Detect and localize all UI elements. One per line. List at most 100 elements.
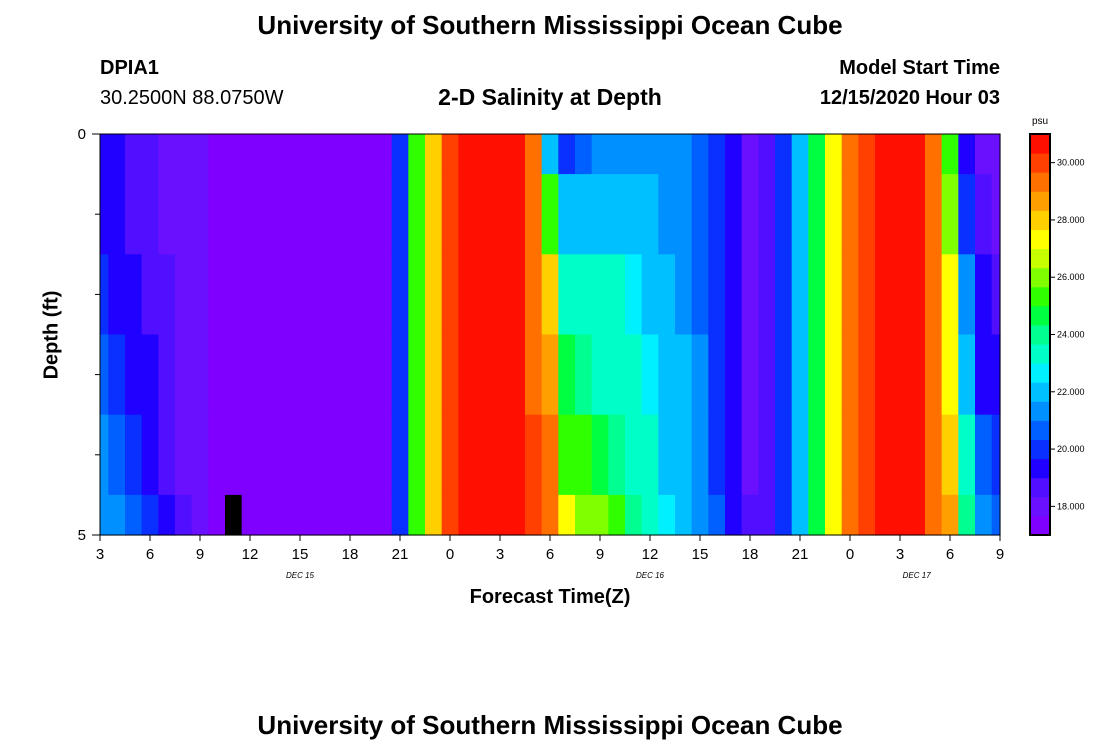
heatmap-cell (958, 414, 976, 496)
heatmap-cell (191, 414, 209, 496)
heatmap-cell (875, 254, 893, 336)
heatmap-cell (925, 494, 943, 536)
colorbar-swatch (1030, 324, 1050, 345)
heatmap-cell (391, 174, 409, 255)
colorbar-swatch (1030, 172, 1050, 192)
heatmap-cell (391, 334, 409, 416)
heatmap-cell (975, 254, 993, 336)
heatmap-cell (975, 174, 993, 255)
heatmap-cell (891, 134, 909, 175)
heatmap-cell (425, 134, 443, 175)
heatmap-cell (391, 494, 409, 536)
heatmap-cell (525, 414, 543, 496)
colorbar-swatch (1030, 363, 1050, 383)
heatmap-cell (608, 494, 626, 536)
heatmap-cell (125, 254, 143, 336)
heatmap-cell (575, 174, 593, 255)
heatmap-cell (100, 414, 109, 496)
heatmap-cell (741, 174, 759, 255)
heatmap-cell (291, 254, 309, 336)
heatmap-cell (658, 174, 676, 255)
heatmap-cell (825, 134, 843, 175)
heatmap-cell (191, 134, 209, 175)
colorbar-tick-label: 22.000 (1057, 387, 1085, 397)
colorbar-unit-label: psu (1032, 116, 1048, 127)
heatmap-cell (175, 414, 193, 496)
heatmap-cell (425, 414, 443, 496)
heatmap-cell (791, 494, 809, 536)
heatmap-cell (725, 334, 743, 416)
heatmap-cell (125, 174, 143, 255)
heatmap-cell (808, 174, 826, 255)
heatmap-cell (891, 494, 909, 536)
heatmap-cell (925, 254, 943, 336)
heatmap-cell (258, 414, 276, 496)
heatmap-cell (825, 254, 843, 336)
colorbar-tick-label: 30.000 (1057, 158, 1085, 168)
heatmap-cell (408, 494, 426, 536)
heatmap-cell (491, 414, 509, 496)
heatmap-cell (691, 414, 709, 496)
heatmap-cell (258, 174, 276, 255)
heatmap-cell (100, 134, 109, 175)
station-id: DPIA1 (100, 57, 159, 79)
heatmap-cell (491, 494, 509, 536)
heatmap-cell (425, 494, 443, 536)
heatmap-cell (675, 254, 693, 336)
heatmap-cell (875, 494, 893, 536)
heatmap-cell (608, 134, 626, 175)
heatmap-cell (641, 494, 659, 536)
heatmap-cell (791, 334, 809, 416)
x-tick-label: 3 (896, 546, 904, 563)
heatmap-cell (691, 174, 709, 255)
heatmap-cell (225, 254, 243, 336)
heatmap-cell (891, 334, 909, 416)
colorbar-swatch (1030, 344, 1050, 364)
colorbar-swatch (1030, 382, 1050, 402)
chart-title: 2-D Salinity at Depth (438, 84, 662, 110)
heatmap-cell (608, 414, 626, 496)
x-tick-label: 3 (96, 546, 104, 563)
heatmap-cell (725, 174, 743, 255)
heatmap-cell (625, 134, 643, 175)
heatmap-cell (741, 414, 759, 496)
heatmap-cell (100, 334, 109, 416)
colorbar-swatch (1030, 477, 1050, 498)
heatmap-cell (841, 494, 859, 536)
heatmap-cell (925, 174, 943, 255)
x-tick-label: 15 (692, 546, 709, 563)
heatmap-cell (525, 334, 543, 416)
heatmap-cell (575, 334, 593, 416)
heatmap-cell (575, 494, 593, 536)
colorbar-tick-label: 20.000 (1057, 444, 1085, 454)
x-tick-label: 12 (242, 546, 259, 563)
heatmap-cell (591, 414, 609, 496)
heatmap-cell (591, 134, 609, 175)
heatmap-cell (191, 174, 209, 255)
heatmap-cell (375, 414, 393, 496)
heatmap-cell (225, 494, 243, 536)
heatmap-cell (908, 494, 926, 536)
heatmap-cell (541, 494, 559, 536)
heatmap-cell (225, 174, 243, 255)
heatmap-cell (775, 134, 793, 175)
heatmap-cell (408, 134, 426, 175)
y-tick-label: 5 (78, 527, 86, 544)
heatmap-cell (475, 174, 493, 255)
heatmap-cell (658, 254, 676, 336)
heatmap-cell (508, 174, 526, 255)
heatmap-cell (141, 254, 159, 336)
heatmap-cell (675, 134, 693, 175)
heatmap-cell (341, 174, 359, 255)
footer-title: University of Southern Mississippi Ocean… (257, 710, 843, 740)
heatmap-cell (225, 414, 243, 496)
heatmap-cell (291, 174, 309, 255)
heatmap-cell (891, 254, 909, 336)
heatmap-cell (241, 134, 259, 175)
heatmap-cell (275, 494, 293, 536)
heatmap-cell (758, 414, 776, 496)
heatmap-cell (325, 254, 343, 336)
heatmap-cell (841, 414, 859, 496)
heatmap-cell (858, 494, 876, 536)
